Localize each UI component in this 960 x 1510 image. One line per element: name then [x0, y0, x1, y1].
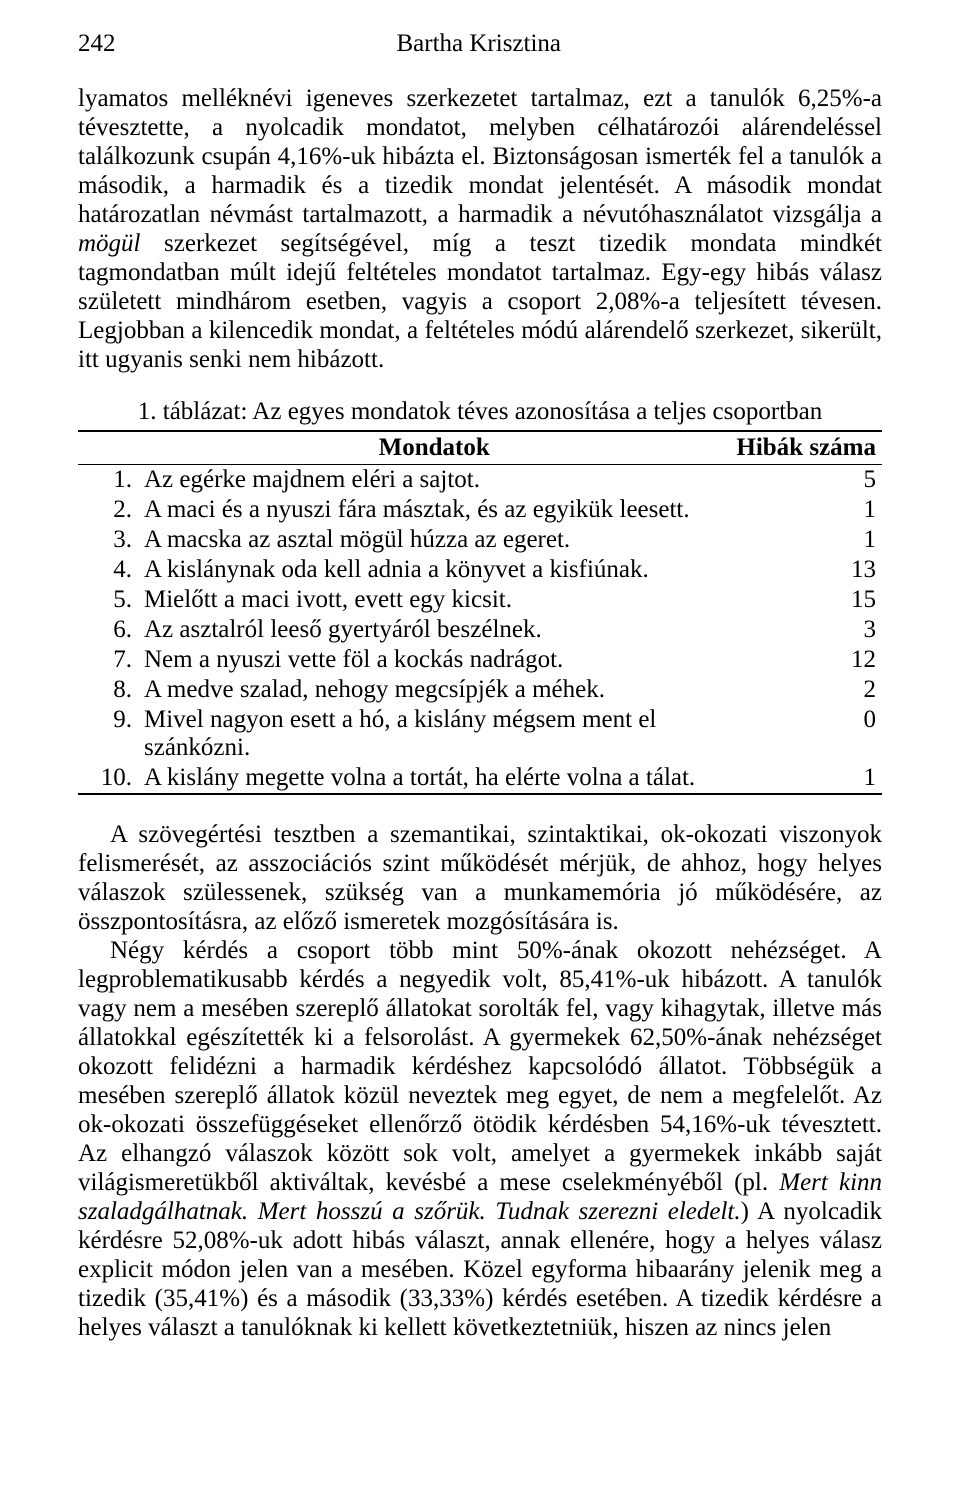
row-errors: 1 — [730, 763, 882, 793]
row-sentence: Nem a nyuszi vette föl a kockás nadrágot… — [138, 645, 730, 675]
page-root: 242 Bartha Krisztina lyamatos melléknévi… — [0, 0, 960, 1510]
row-errors: 5 — [730, 465, 882, 496]
row-sentence: A kislány megette volna a tortát, ha elé… — [138, 763, 730, 793]
row-number: 9. — [78, 705, 138, 763]
paragraph-2: A szövegértési tesztben a szemantikai, s… — [78, 820, 882, 936]
table-row: 1. Az egérke majdnem eléri a sajtot. 5 — [78, 465, 882, 496]
row-sentence: Mielőtt a maci ivott, evett egy kicsit. — [138, 585, 730, 615]
row-sentence: Az egérke majdnem eléri a sajtot. — [138, 465, 730, 496]
table-header-row: Mondatok Hibák száma — [78, 432, 882, 465]
row-number: 10. — [78, 763, 138, 793]
row-sentence: Mivel nagyon esett a hó, a kislány mégse… — [138, 705, 730, 763]
sentence-table: Mondatok Hibák száma 1. Az egérke majdne… — [78, 432, 882, 793]
row-errors: 1 — [730, 495, 882, 525]
table-row: 6. Az asztalról leeső gyertyáról beszéln… — [78, 615, 882, 645]
table-wrapper: Mondatok Hibák száma 1. Az egérke majdne… — [78, 430, 882, 795]
row-errors: 3 — [730, 615, 882, 645]
table-row: 3. A macska az asztal mögül húzza az ege… — [78, 525, 882, 555]
row-sentence: A kislánynak oda kell adnia a könyvet a … — [138, 555, 730, 585]
paragraph-1: lyamatos melléknévi igeneves szerkezetet… — [78, 84, 882, 374]
row-number: 6. — [78, 615, 138, 645]
row-errors: 13 — [730, 555, 882, 585]
row-number: 1. — [78, 465, 138, 496]
row-errors: 15 — [730, 585, 882, 615]
row-sentence: A maci és a nyuszi fára másztak, és az e… — [138, 495, 730, 525]
table-row: 5. Mielőtt a maci ivott, evett egy kicsi… — [78, 585, 882, 615]
table-row: 10. A kislány megette volna a tortát, ha… — [78, 763, 882, 793]
table-body: 1. Az egérke majdnem eléri a sajtot. 5 2… — [78, 465, 882, 794]
table-row: 7. Nem a nyuszi vette föl a kockás nadrá… — [78, 645, 882, 675]
paragraph-3-part-a: Négy kérdés a csoport több mint 50%-ának… — [78, 937, 882, 1196]
row-sentence: Az asztalról leeső gyertyáról beszélnek. — [138, 615, 730, 645]
row-number: 3. — [78, 525, 138, 555]
row-sentence: A macska az asztal mögül húzza az egeret… — [138, 525, 730, 555]
row-errors: 1 — [730, 525, 882, 555]
author-name: Bartha Krisztina — [116, 30, 843, 58]
row-number: 7. — [78, 645, 138, 675]
table-caption: 1. táblázat: Az egyes mondatok téves azo… — [78, 398, 882, 426]
running-header: 242 Bartha Krisztina — [78, 30, 882, 58]
table-header-blank — [78, 432, 138, 465]
table-row: 4. A kislánynak oda kell adnia a könyvet… — [78, 555, 882, 585]
row-errors: 2 — [730, 675, 882, 705]
row-number: 5. — [78, 585, 138, 615]
table-row: 2. A maci és a nyuszi fára másztak, és a… — [78, 495, 882, 525]
row-errors: 0 — [730, 705, 882, 763]
table-header-sentences: Mondatok — [138, 432, 730, 465]
row-number: 4. — [78, 555, 138, 585]
row-number: 2. — [78, 495, 138, 525]
page-number: 242 — [78, 30, 116, 58]
row-errors: 12 — [730, 645, 882, 675]
table-row: 9. Mivel nagyon esett a hó, a kislány mé… — [78, 705, 882, 763]
paragraph-1-italic-1: mögül — [78, 230, 141, 257]
row-sentence: A medve szalad, nehogy megcsípjék a méhe… — [138, 675, 730, 705]
row-number: 8. — [78, 675, 138, 705]
table-row: 8. A medve szalad, nehogy megcsípjék a m… — [78, 675, 882, 705]
paragraph-1-part-b: szerkezet segítségével, míg a teszt tize… — [78, 230, 882, 373]
paragraph-1-part-a: lyamatos melléknévi igeneves szerkezetet… — [78, 85, 882, 228]
paragraph-3: Négy kérdés a csoport több mint 50%-ának… — [78, 936, 882, 1342]
table-header-errors: Hibák száma — [730, 432, 882, 465]
